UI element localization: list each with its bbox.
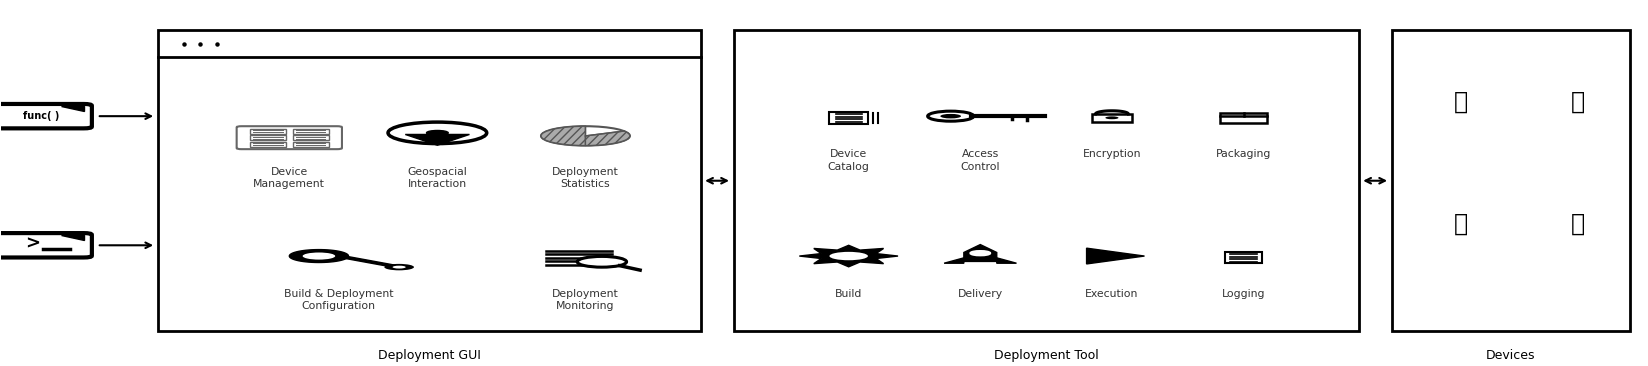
Polygon shape — [997, 258, 1017, 263]
Circle shape — [392, 266, 405, 269]
Circle shape — [928, 111, 974, 121]
Text: Deployment GUI: Deployment GUI — [377, 349, 481, 362]
Text: func( ): func( ) — [23, 111, 59, 121]
Polygon shape — [405, 134, 470, 145]
FancyBboxPatch shape — [1221, 113, 1267, 123]
Circle shape — [541, 126, 630, 146]
FancyBboxPatch shape — [293, 135, 330, 140]
Text: 🏙: 🏙 — [1571, 212, 1585, 236]
Polygon shape — [407, 134, 466, 139]
Text: Logging: Logging — [1221, 289, 1266, 299]
Polygon shape — [333, 256, 405, 267]
Circle shape — [941, 114, 961, 119]
Polygon shape — [964, 244, 997, 261]
Text: 🤖: 🤖 — [1454, 90, 1468, 114]
Text: 🚗: 🚗 — [1571, 90, 1585, 114]
FancyBboxPatch shape — [0, 233, 92, 258]
FancyBboxPatch shape — [158, 30, 700, 331]
FancyBboxPatch shape — [1391, 30, 1630, 331]
Circle shape — [427, 130, 448, 135]
Circle shape — [829, 252, 868, 260]
Text: Encryption: Encryption — [1083, 149, 1140, 159]
FancyBboxPatch shape — [250, 129, 287, 134]
Text: Build & Deployment
Configuration: Build & Deployment Configuration — [283, 289, 394, 311]
Text: Geospacial
Interaction: Geospacial Interaction — [407, 167, 468, 190]
Polygon shape — [61, 235, 84, 240]
Text: Packaging: Packaging — [1216, 149, 1271, 159]
Wedge shape — [541, 126, 585, 146]
Text: Device
Management: Device Management — [254, 167, 325, 190]
FancyBboxPatch shape — [1093, 114, 1132, 122]
FancyBboxPatch shape — [250, 135, 287, 140]
Text: Device
Catalog: Device Catalog — [827, 149, 870, 172]
Text: Deployment Tool: Deployment Tool — [994, 349, 1099, 362]
Circle shape — [577, 257, 626, 267]
FancyBboxPatch shape — [250, 142, 287, 147]
Text: Build: Build — [836, 289, 862, 299]
Circle shape — [971, 251, 990, 255]
Polygon shape — [944, 258, 964, 263]
FancyBboxPatch shape — [0, 104, 92, 128]
FancyBboxPatch shape — [293, 142, 330, 147]
FancyBboxPatch shape — [237, 126, 341, 149]
Text: Deployment
Statistics: Deployment Statistics — [552, 167, 618, 190]
Polygon shape — [290, 250, 348, 262]
Circle shape — [384, 264, 414, 270]
Text: Execution: Execution — [1086, 289, 1139, 299]
Text: Devices: Devices — [1486, 349, 1536, 362]
Circle shape — [303, 253, 335, 259]
Polygon shape — [61, 106, 84, 111]
Wedge shape — [585, 131, 630, 146]
Text: Delivery: Delivery — [957, 289, 1004, 299]
FancyBboxPatch shape — [293, 129, 330, 134]
FancyBboxPatch shape — [829, 112, 868, 124]
Text: >: > — [25, 234, 40, 252]
Polygon shape — [799, 245, 898, 267]
Circle shape — [387, 122, 486, 143]
Circle shape — [1106, 116, 1119, 119]
FancyBboxPatch shape — [733, 30, 1358, 331]
Polygon shape — [1086, 248, 1144, 264]
Text: Access
Control: Access Control — [961, 149, 1000, 172]
Text: Deployment
Monitoring: Deployment Monitoring — [552, 289, 618, 311]
FancyBboxPatch shape — [1226, 252, 1262, 263]
Text: 🚁: 🚁 — [1454, 212, 1468, 236]
